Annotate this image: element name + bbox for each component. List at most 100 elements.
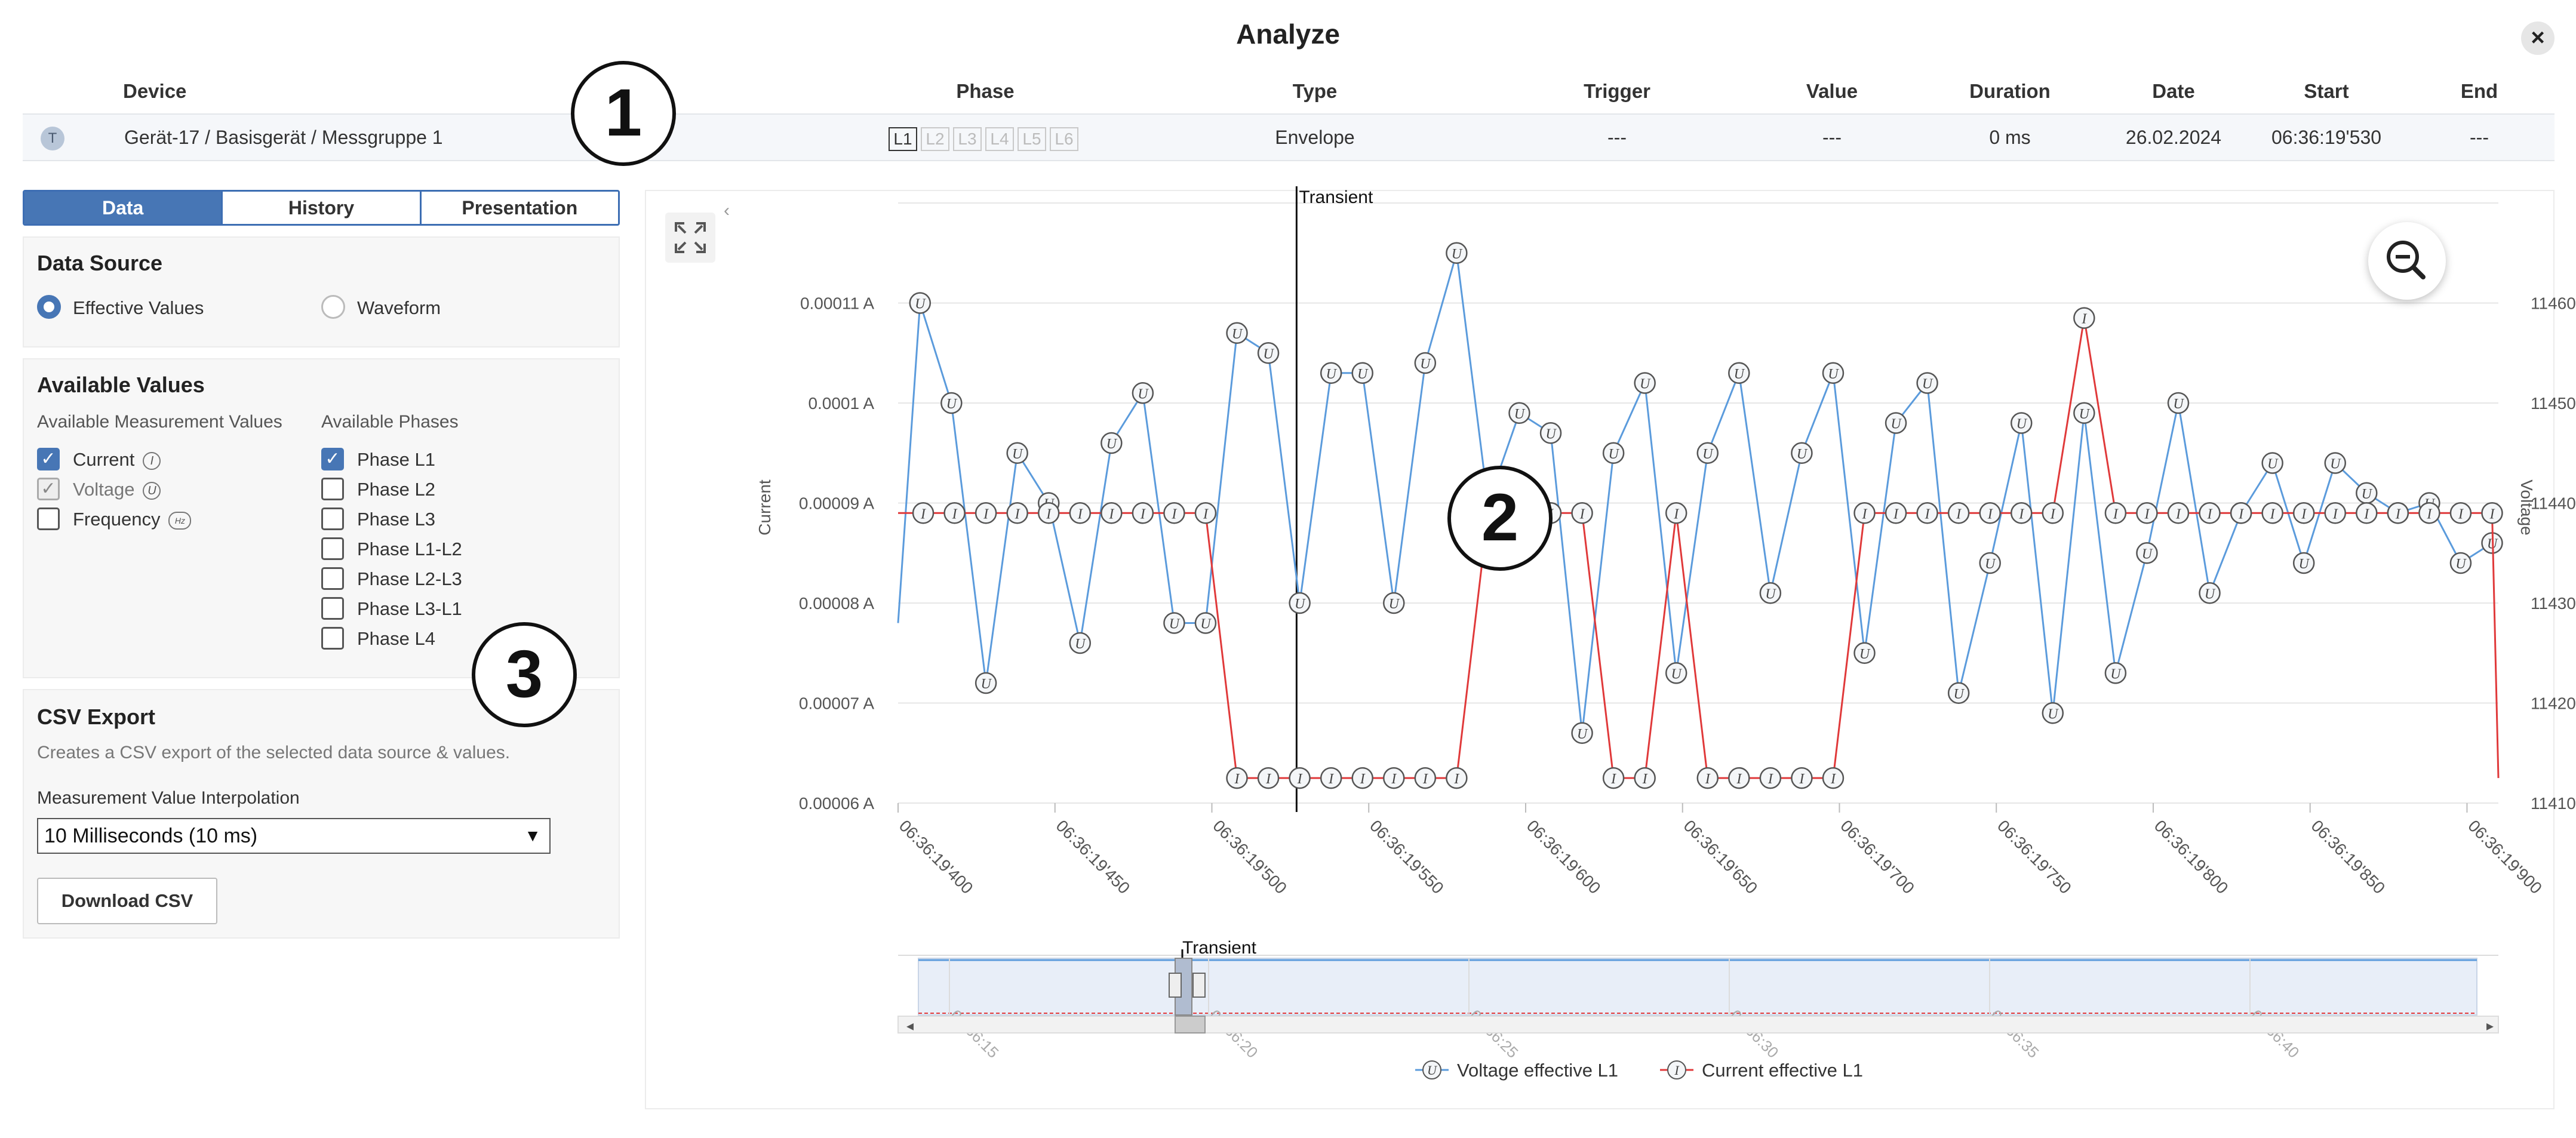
x-tick-label: 06:36:19'450 — [1053, 816, 1134, 897]
voltage-series-point-label: U — [2048, 706, 2059, 722]
voltage-series-point-label: U — [2362, 487, 2373, 502]
checkbox-voltage-label: Voltage U — [73, 479, 161, 500]
checkbox-frequency[interactable] — [37, 508, 60, 530]
download-csv-button[interactable]: Download CSV — [37, 878, 217, 924]
current-series-point-label: I — [2018, 506, 2024, 522]
checkbox-phase-l1-l2[interactable] — [321, 537, 344, 560]
current-series-point — [1791, 767, 1813, 789]
voltage-series-point-label: U — [1169, 617, 1181, 632]
current-series-point — [1289, 767, 1311, 789]
voltage-series-point-label: U — [2330, 457, 2341, 472]
current-series-point-label: I — [1736, 771, 1742, 787]
current-series-point — [975, 502, 997, 524]
measurement-row[interactable]: T Gerät-17 / Basisgerät / Messgruppe 1 L… — [23, 113, 2555, 161]
checkbox-phase-l4[interactable] — [321, 627, 344, 650]
voltage-series-point-label: U — [1012, 447, 1023, 462]
voltage-series-point — [1791, 442, 1813, 464]
row-end: --- — [2470, 127, 2489, 148]
row-start: 06:36:19'530 — [2271, 127, 2382, 148]
voltage-series-point — [2261, 452, 2283, 474]
header-type: Type — [1292, 80, 1338, 102]
voltage-series-point-label: U — [1263, 346, 1274, 362]
current-series-point — [1037, 502, 1060, 524]
voltage-series-point — [1634, 372, 1656, 394]
y-left-tick-label: 0.00008 A — [799, 594, 874, 613]
voltage-series-point — [1728, 362, 1750, 384]
checkbox-phase-l2-l3[interactable] — [321, 567, 344, 590]
phase-l3-l1-label: Phase L3-L1 — [357, 598, 462, 619]
expand-icon[interactable] — [665, 213, 715, 263]
voltage-series-point-label: U — [2205, 586, 2216, 602]
voltage-series-point — [1414, 352, 1437, 374]
header-value: Value — [1806, 80, 1858, 102]
voltage-series-point — [1006, 442, 1028, 464]
checkbox-phase-l3[interactable] — [321, 508, 344, 530]
header-date: Date — [2152, 80, 2195, 102]
zoom-out-icon[interactable] — [2368, 222, 2446, 300]
current-series-point — [1257, 767, 1280, 789]
measurement-values-header: Available Measurement Values — [37, 412, 282, 432]
header-device: Device — [123, 80, 187, 102]
checkbox-phase-l2[interactable] — [321, 478, 344, 500]
scroll-right-icon: ▸ — [2486, 1018, 2494, 1034]
y-left-tick-label: 0.0001 A — [808, 394, 874, 413]
callout-1: 1 — [571, 61, 676, 166]
current-info-icon: I — [143, 451, 161, 470]
chevron-down-icon: ▼ — [524, 826, 541, 845]
voltage-series-point — [1069, 632, 1092, 654]
current-series-point-label: I — [1893, 506, 1899, 522]
voltage-series-point — [940, 392, 963, 414]
current-series-point-label: I — [1203, 506, 1209, 522]
x-tick-label: 06:36:19'550 — [1366, 816, 1447, 897]
checkbox-voltage[interactable]: ✓ — [37, 478, 60, 500]
navigator-scrollbar-thumb — [1175, 1016, 1206, 1034]
current-series-point-label: I — [1015, 506, 1020, 522]
csv-export-panel: CSV Export Creates a CSV export of the s… — [23, 689, 620, 939]
voltage-series-point-label: U — [1734, 367, 1745, 382]
phase-badge-l6: L6 — [1050, 127, 1078, 151]
current-series-point-label: I — [2050, 506, 2056, 522]
tab-history[interactable]: History — [223, 192, 422, 224]
available-values-title: Available Values — [37, 373, 205, 397]
radio-effective-values[interactable] — [37, 295, 61, 319]
voltage-series-point-label: U — [1671, 666, 1683, 682]
radio-waveform[interactable] — [321, 295, 345, 319]
checkbox-phase-l1[interactable]: ✓ — [321, 448, 344, 470]
current-series-point — [943, 502, 966, 524]
current-series-point — [1351, 767, 1373, 789]
phase-l3-label: Phase L3 — [357, 509, 435, 530]
voltage-series-point — [2104, 662, 2127, 684]
checkbox-phase-l3-l1[interactable] — [321, 597, 344, 620]
voltage-series-point-label: U — [2142, 546, 2153, 562]
current-series-point-label: I — [1140, 506, 1146, 522]
current-series-point-label: I — [1987, 506, 1993, 522]
tab-presentation[interactable]: Presentation — [421, 192, 618, 224]
current-series-point-label: I — [1391, 771, 1397, 787]
current-series-point — [1446, 767, 1468, 789]
voltage-info-icon: U — [143, 481, 161, 500]
y-right-tick-label: 1144000 V — [2531, 494, 2576, 513]
voltage-series-point-label: U — [2016, 417, 2028, 432]
voltage-series-point — [1194, 612, 1217, 634]
voltage-series-point-label: U — [1545, 426, 1557, 442]
x-tick-label: 06:36:19'600 — [1523, 816, 1604, 897]
current-series-point — [1665, 502, 1687, 524]
y-left-tick-label: 0.00011 A — [800, 294, 874, 313]
tab-data[interactable]: Data — [24, 192, 223, 224]
checkbox-current[interactable]: ✓ — [37, 448, 60, 470]
current-series-point-label: I — [1265, 771, 1271, 787]
voltage-series-point-label: U — [1640, 377, 1651, 392]
checkbox-frequency-label: Frequency Hz — [73, 509, 192, 530]
current-series-point — [2199, 502, 2221, 524]
settings-tabs: Data History Presentation — [23, 190, 620, 226]
current-series-point — [2136, 502, 2158, 524]
row-phases: L1 L2 L3 L4 L5 L6 — [889, 115, 1082, 160]
current-series-point-label: I — [1830, 771, 1836, 787]
interpolation-select[interactable]: 10 Milliseconds (10 ms) ▼ — [37, 818, 551, 854]
close-button[interactable]: × — [2521, 21, 2555, 55]
current-series-point — [1163, 502, 1185, 524]
voltage-series-point — [1446, 242, 1468, 264]
current-series-point — [1006, 502, 1028, 524]
voltage-series-point — [1916, 372, 1938, 394]
x-tick-label: 06:36:19'700 — [1837, 816, 1918, 897]
